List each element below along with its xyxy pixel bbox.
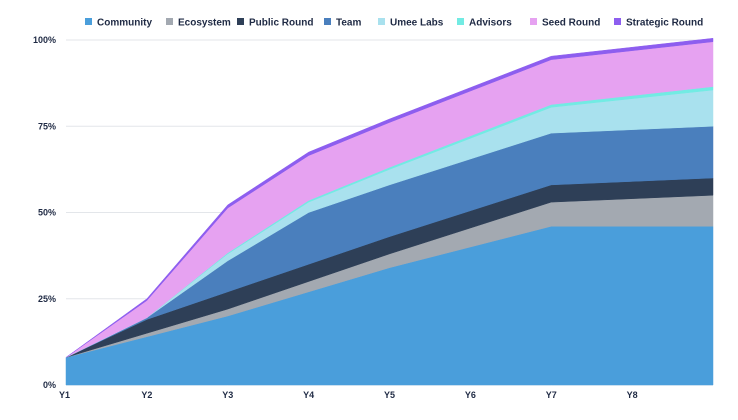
- legend-item[interactable]: Community: [85, 18, 152, 29]
- legend-label: Public Round: [249, 18, 313, 29]
- legend-item[interactable]: Strategic Round: [614, 18, 703, 29]
- legend-swatch: [457, 18, 464, 25]
- x-tick-label: Y8: [627, 390, 638, 400]
- x-axis: Y1 Y2 Y3 Y4 Y5 Y6 Y7 Y8: [59, 390, 638, 400]
- x-tick-label: Y2: [141, 390, 152, 400]
- legend-swatch: [237, 18, 244, 25]
- x-tick-label: Y7: [546, 390, 557, 400]
- legend-swatch: [530, 18, 537, 25]
- y-tick-label: 100%: [33, 35, 56, 45]
- legend-swatch: [378, 18, 385, 25]
- legend: Community Ecosystem Public Round Team Umee L…: [85, 18, 703, 29]
- legend-swatch: [614, 18, 621, 25]
- legend-item[interactable]: Ecosystem: [166, 18, 231, 29]
- x-tick-label: Y6: [465, 390, 476, 400]
- legend-label: Team: [336, 18, 361, 29]
- legend-label: Community: [97, 18, 152, 29]
- legend-item[interactable]: Seed Round: [530, 18, 600, 29]
- legend-item[interactable]: Advisors: [457, 18, 512, 29]
- legend-swatch: [85, 18, 92, 25]
- y-tick-label: 50%: [38, 208, 56, 218]
- y-tick-label: 75%: [38, 121, 56, 131]
- legend-item[interactable]: Umee Labs: [378, 18, 444, 29]
- area-series: [65, 37, 714, 386]
- legend-item[interactable]: Team: [324, 18, 361, 29]
- legend-label: Strategic Round: [626, 18, 703, 29]
- y-axis: 0% 25% 50% 75% 100%: [33, 35, 56, 390]
- legend-label: Advisors: [469, 18, 512, 29]
- x-tick-label: Y5: [384, 390, 395, 400]
- x-tick-label: Y4: [303, 390, 314, 400]
- x-tick-label: Y1: [59, 390, 70, 400]
- y-tick-label: 0%: [43, 380, 56, 390]
- legend-label: Seed Round: [542, 18, 600, 29]
- legend-swatch: [324, 18, 331, 25]
- x-tick-label: Y3: [222, 390, 233, 400]
- area-strategic-round: [65, 37, 714, 358]
- y-tick-label: 25%: [38, 294, 56, 304]
- legend-label: Umee Labs: [390, 18, 444, 29]
- legend-label: Ecosystem: [178, 18, 231, 29]
- legend-swatch: [166, 18, 173, 25]
- legend-item[interactable]: Public Round: [237, 18, 313, 29]
